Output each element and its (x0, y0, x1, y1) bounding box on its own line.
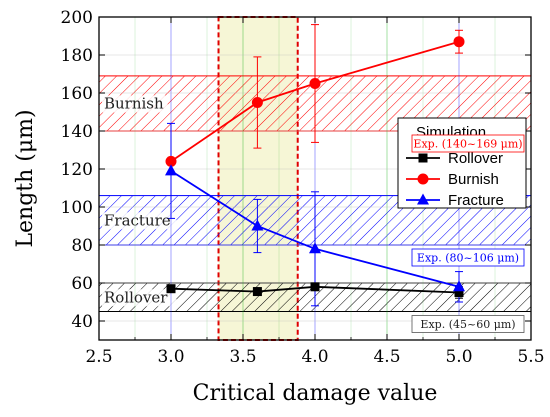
y-axis-title: Length (μm) (13, 109, 38, 247)
legend-entry-fracture: Fracture (448, 192, 504, 209)
point-burnish (165, 155, 177, 167)
exp-label-rollover: Exp. (45~60 μm) (420, 318, 515, 331)
series-line-rollover (170, 285, 460, 294)
y-tick-label: 160 (61, 84, 93, 104)
y-tick-label: 80 (71, 236, 93, 256)
band-label-bg (102, 95, 168, 113)
x-tick-label: 3.0 (157, 347, 184, 367)
point-fracture (453, 280, 465, 292)
point-rollover (310, 282, 320, 292)
series-line-burnish (170, 40, 460, 163)
band-label-bg (102, 289, 177, 307)
band-label-fracture: Fracture (104, 211, 171, 229)
y-tick-label: 120 (61, 160, 93, 180)
x-tick-label: 2.5 (85, 347, 112, 367)
y-tick-label: 60 (71, 274, 93, 294)
exp-label-burnish: Exp. (140~169 μm) (413, 138, 522, 151)
series-layer (165, 36, 465, 297)
point-rollover (166, 284, 176, 294)
x-axis-title: Critical damage value (193, 381, 438, 406)
point-burnish (453, 36, 465, 48)
labels-layer: Burnish Exp. (140~169 μm) Fracture Exp. (80… (13, 8, 545, 406)
axes-layer (98, 16, 532, 341)
legend-entry-burnish: Burnish (448, 171, 499, 188)
x-tick-label: 3.5 (229, 347, 256, 367)
band-label-burnish: Burnish (104, 94, 164, 112)
exp-label-fracture: Exp. (80~106 μm) (417, 252, 519, 265)
exp-label-box (411, 315, 525, 333)
band-label-bg (102, 212, 177, 230)
band-label-rollover: Rollover (104, 288, 168, 306)
y-tick-label: 200 (61, 8, 93, 28)
series-line-fracture (170, 170, 460, 288)
x-tick-label: 5.0 (445, 347, 472, 367)
point-fracture (165, 164, 177, 176)
y-tick-label: 180 (61, 46, 93, 66)
y-tick-label: 140 (61, 122, 93, 142)
y-tick-label: 100 (61, 198, 93, 218)
point-fracture (309, 242, 321, 254)
x-tick-label: 4.5 (373, 347, 400, 367)
y-tick-label: 40 (71, 312, 93, 332)
legend-entry-rollover: Rollover (448, 150, 503, 167)
x-tick-label: 4.0 (301, 347, 328, 367)
point-rollover (454, 288, 464, 297)
legend-marker-burnish (417, 173, 429, 185)
legend-marker-fracture (417, 193, 429, 205)
point-fracture (251, 219, 264, 231)
point-burnish (309, 78, 321, 89)
x-tick-label: 5.5 (517, 347, 544, 367)
legend-marker-rollover (418, 153, 428, 163)
point-burnish (251, 97, 263, 108)
exp-label-box (411, 248, 525, 267)
legend-box (397, 117, 527, 209)
point-rollover (252, 287, 262, 297)
exp-label-box (411, 134, 525, 153)
